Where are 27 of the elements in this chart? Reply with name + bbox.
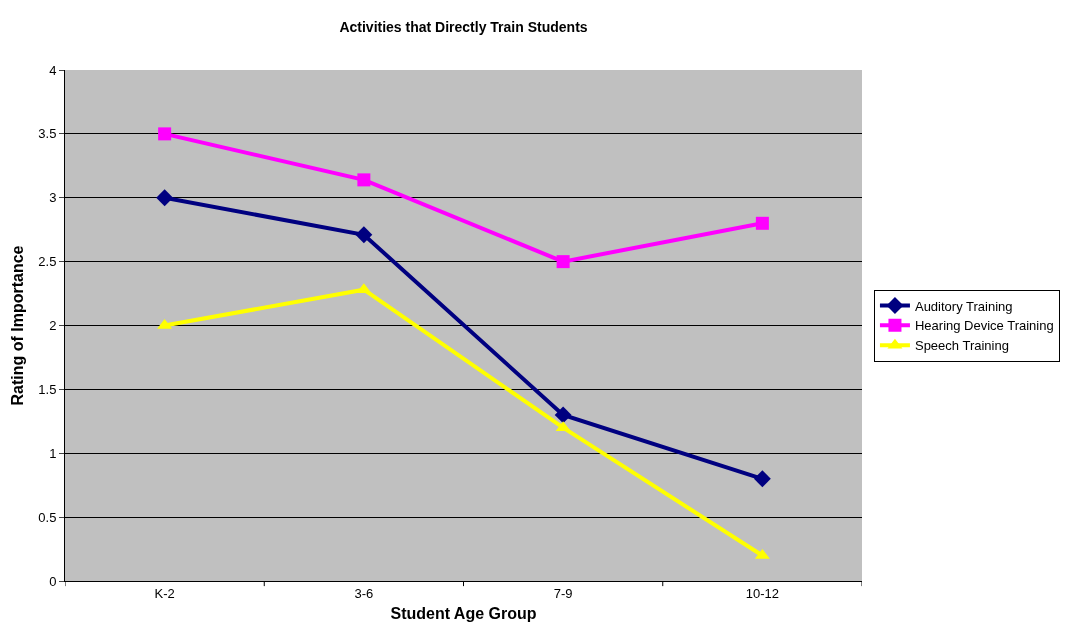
y-tick-label: 3.5 — [38, 126, 57, 142]
point — [156, 189, 174, 207]
y-tick-label: 2 — [49, 318, 57, 334]
legend-label: Auditory Training — [914, 298, 1013, 314]
chart-title: Activities that Directly Train Students — [339, 19, 588, 36]
y-tick-label: 2.5 — [38, 254, 57, 270]
point — [158, 127, 172, 141]
y-tick-label: 3 — [49, 190, 57, 206]
x-tick-label: 7-9 — [553, 585, 573, 601]
legend-label: Hearing Device Training — [914, 318, 1054, 334]
point — [355, 226, 373, 244]
point — [357, 173, 371, 187]
point — [753, 470, 771, 488]
y-tick-label: 0 — [49, 573, 57, 589]
y-axis-title: Rating of Importance — [9, 245, 27, 406]
y-tick-label: 0.5 — [38, 509, 57, 525]
point — [755, 216, 769, 230]
x-tick-label: K-2 — [154, 585, 175, 601]
x-tick-label: 10-12 — [745, 585, 780, 601]
legend-label: Speech Training — [914, 338, 1009, 354]
y-tick-label: 1 — [49, 445, 57, 461]
point — [556, 255, 570, 269]
x-axis-title: Student Age Group — [390, 605, 537, 623]
y-tick-label: 4 — [49, 62, 57, 78]
point — [554, 406, 572, 424]
x-tick-label: 3-6 — [354, 585, 374, 601]
y-tick-label: 1.5 — [38, 381, 57, 397]
